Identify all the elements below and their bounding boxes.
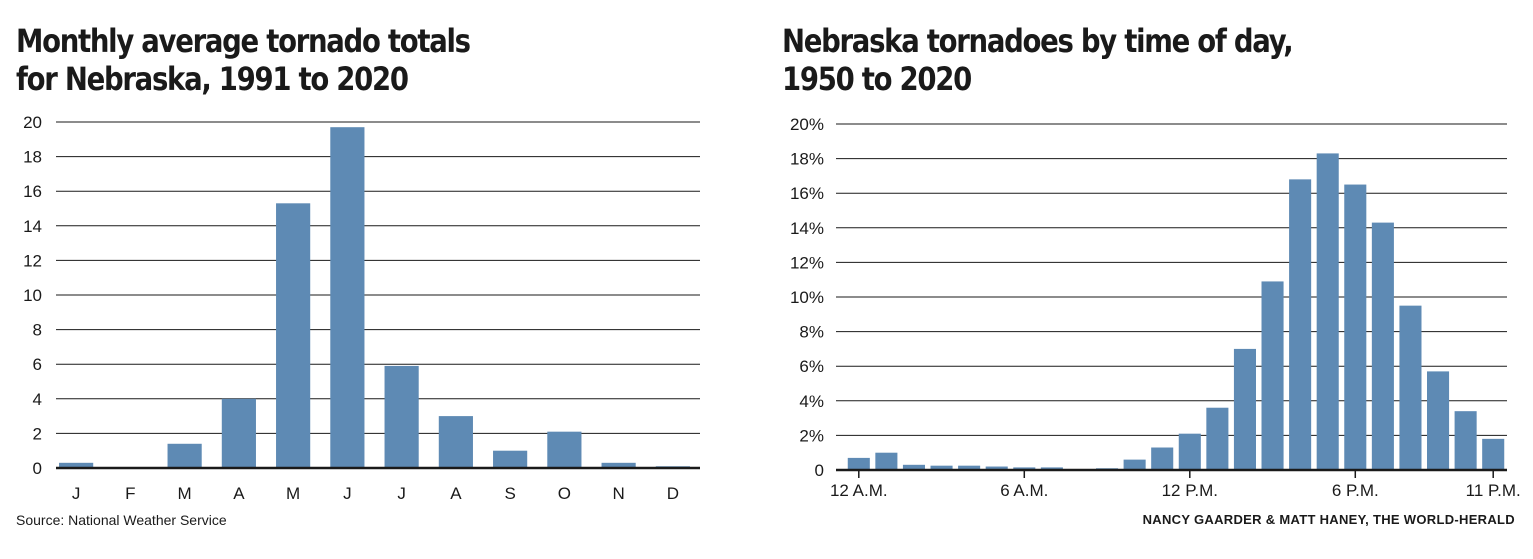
monthly-x-tick-label: A: [450, 484, 462, 503]
hourly-bar: [1316, 153, 1339, 470]
hourly-y-tick-label: 14%: [790, 219, 824, 238]
monthly-y-tick-label: 10: [23, 286, 42, 305]
monthly-y-tick-label: 2: [33, 424, 42, 443]
hourly-bar: [985, 466, 1008, 470]
hourly-y-tick-label: 10%: [790, 288, 824, 307]
hourly-y-tick-label: 4%: [799, 392, 824, 411]
hourly-y-tick-label: 0: [815, 461, 824, 480]
monthly-y-tick-label: 18: [23, 148, 42, 167]
monthly-y-tick-label: 20: [23, 113, 42, 132]
monthly-y-tick-label: 14: [23, 217, 42, 236]
source-note: Source: National Weather Service: [16, 512, 227, 528]
credit-line: NANCY GAARDER & MATT HANEY, THE WORLD-HE…: [1142, 512, 1515, 527]
monthly-x-tick-label: J: [72, 484, 81, 503]
hourly-y-tick-label: 12%: [790, 253, 824, 272]
right-chart-title: Nebraska tornadoes by time of day, 1950 …: [782, 22, 1294, 98]
hourly-bar: [1344, 184, 1367, 471]
left-chart-title-line1: Monthly average tornado totals: [16, 22, 471, 60]
left-chart-title: Monthly average tornado totals for Nebra…: [16, 22, 471, 98]
hourly-x-tick-label: 12 P.M.: [1162, 481, 1218, 500]
monthly-bar: [59, 462, 94, 468]
hourly-bar: [1151, 447, 1174, 470]
hourly-x-tick-label: 11 P.M.: [1466, 481, 1521, 500]
monthly-x-tick-label: J: [397, 484, 406, 503]
hourly-y-tick-label: 8%: [799, 323, 824, 342]
hourly-bar: [1371, 222, 1394, 470]
right-chart-title-line1: Nebraska tornadoes by time of day,: [782, 22, 1294, 60]
monthly-bar: [330, 127, 365, 468]
hourly-bar: [1482, 438, 1505, 470]
monthly-bar: [384, 365, 419, 468]
monthly-bar: [167, 443, 202, 468]
hourly-bar: [1427, 371, 1450, 470]
monthly-x-tick-label: D: [667, 484, 679, 503]
hourly-bar: [1040, 467, 1063, 470]
hourly-bar: [1123, 459, 1146, 470]
monthly-y-tick-label: 8: [33, 321, 42, 340]
monthly-y-tick-label: 12: [23, 251, 42, 270]
hourly-x-tick-label: 12 A.M.: [830, 481, 888, 500]
monthly-x-tick-label: M: [178, 484, 192, 503]
monthly-x-tick-label: J: [343, 484, 352, 503]
hourly-bar: [958, 465, 981, 470]
monthly-y-tick-label: 4: [33, 390, 42, 409]
monthly-y-tick-label: 6: [33, 355, 42, 374]
right-chart-title-line2: 1950 to 2020: [782, 60, 972, 98]
hourly-bar: [902, 464, 925, 470]
hourly-bar: [1233, 348, 1256, 470]
left-chart-title-line2: for Nebraska, 1991 to 2020: [16, 60, 409, 98]
hourly-bar: [1454, 411, 1477, 470]
hourly-y-tick-label: 20%: [790, 115, 824, 134]
hourly-bar: [847, 457, 870, 470]
hourly-bar: [875, 452, 898, 470]
hourly-bar: [1399, 305, 1422, 470]
hourly-bar: [1289, 179, 1312, 471]
hourly-bar: [930, 465, 953, 470]
monthly-x-tick-label: O: [558, 484, 571, 503]
monthly-bar: [493, 450, 528, 468]
monthly-x-tick-label: F: [125, 484, 135, 503]
hourly-x-tick-label: 6 A.M.: [1000, 481, 1048, 500]
hourly-y-tick-label: 6%: [799, 357, 824, 376]
monthly-x-tick-label: M: [286, 484, 300, 503]
monthly-bar: [601, 462, 636, 468]
hourly-bar: [1206, 407, 1229, 470]
hourly-x-tick-label: 6 P.M.: [1332, 481, 1379, 500]
monthly-bar: [276, 203, 311, 468]
hourly-bar: [1013, 467, 1036, 470]
hourly-bar: [1178, 433, 1201, 470]
monthly-y-tick-label: 16: [23, 182, 42, 201]
monthly-bar: [547, 431, 582, 468]
monthly-x-tick-label: S: [504, 484, 515, 503]
hourly-y-tick-label: 16%: [790, 184, 824, 203]
monthly-bar: [438, 416, 473, 468]
monthly-x-tick-label: A: [233, 484, 245, 503]
hourly-y-tick-label: 2%: [799, 426, 824, 445]
monthly-x-tick-label: N: [612, 484, 624, 503]
hourly-bar: [1261, 281, 1284, 470]
monthly-bar: [221, 398, 256, 468]
monthly-y-tick-label: 0: [33, 459, 42, 478]
hourly-y-tick-label: 18%: [790, 150, 824, 169]
